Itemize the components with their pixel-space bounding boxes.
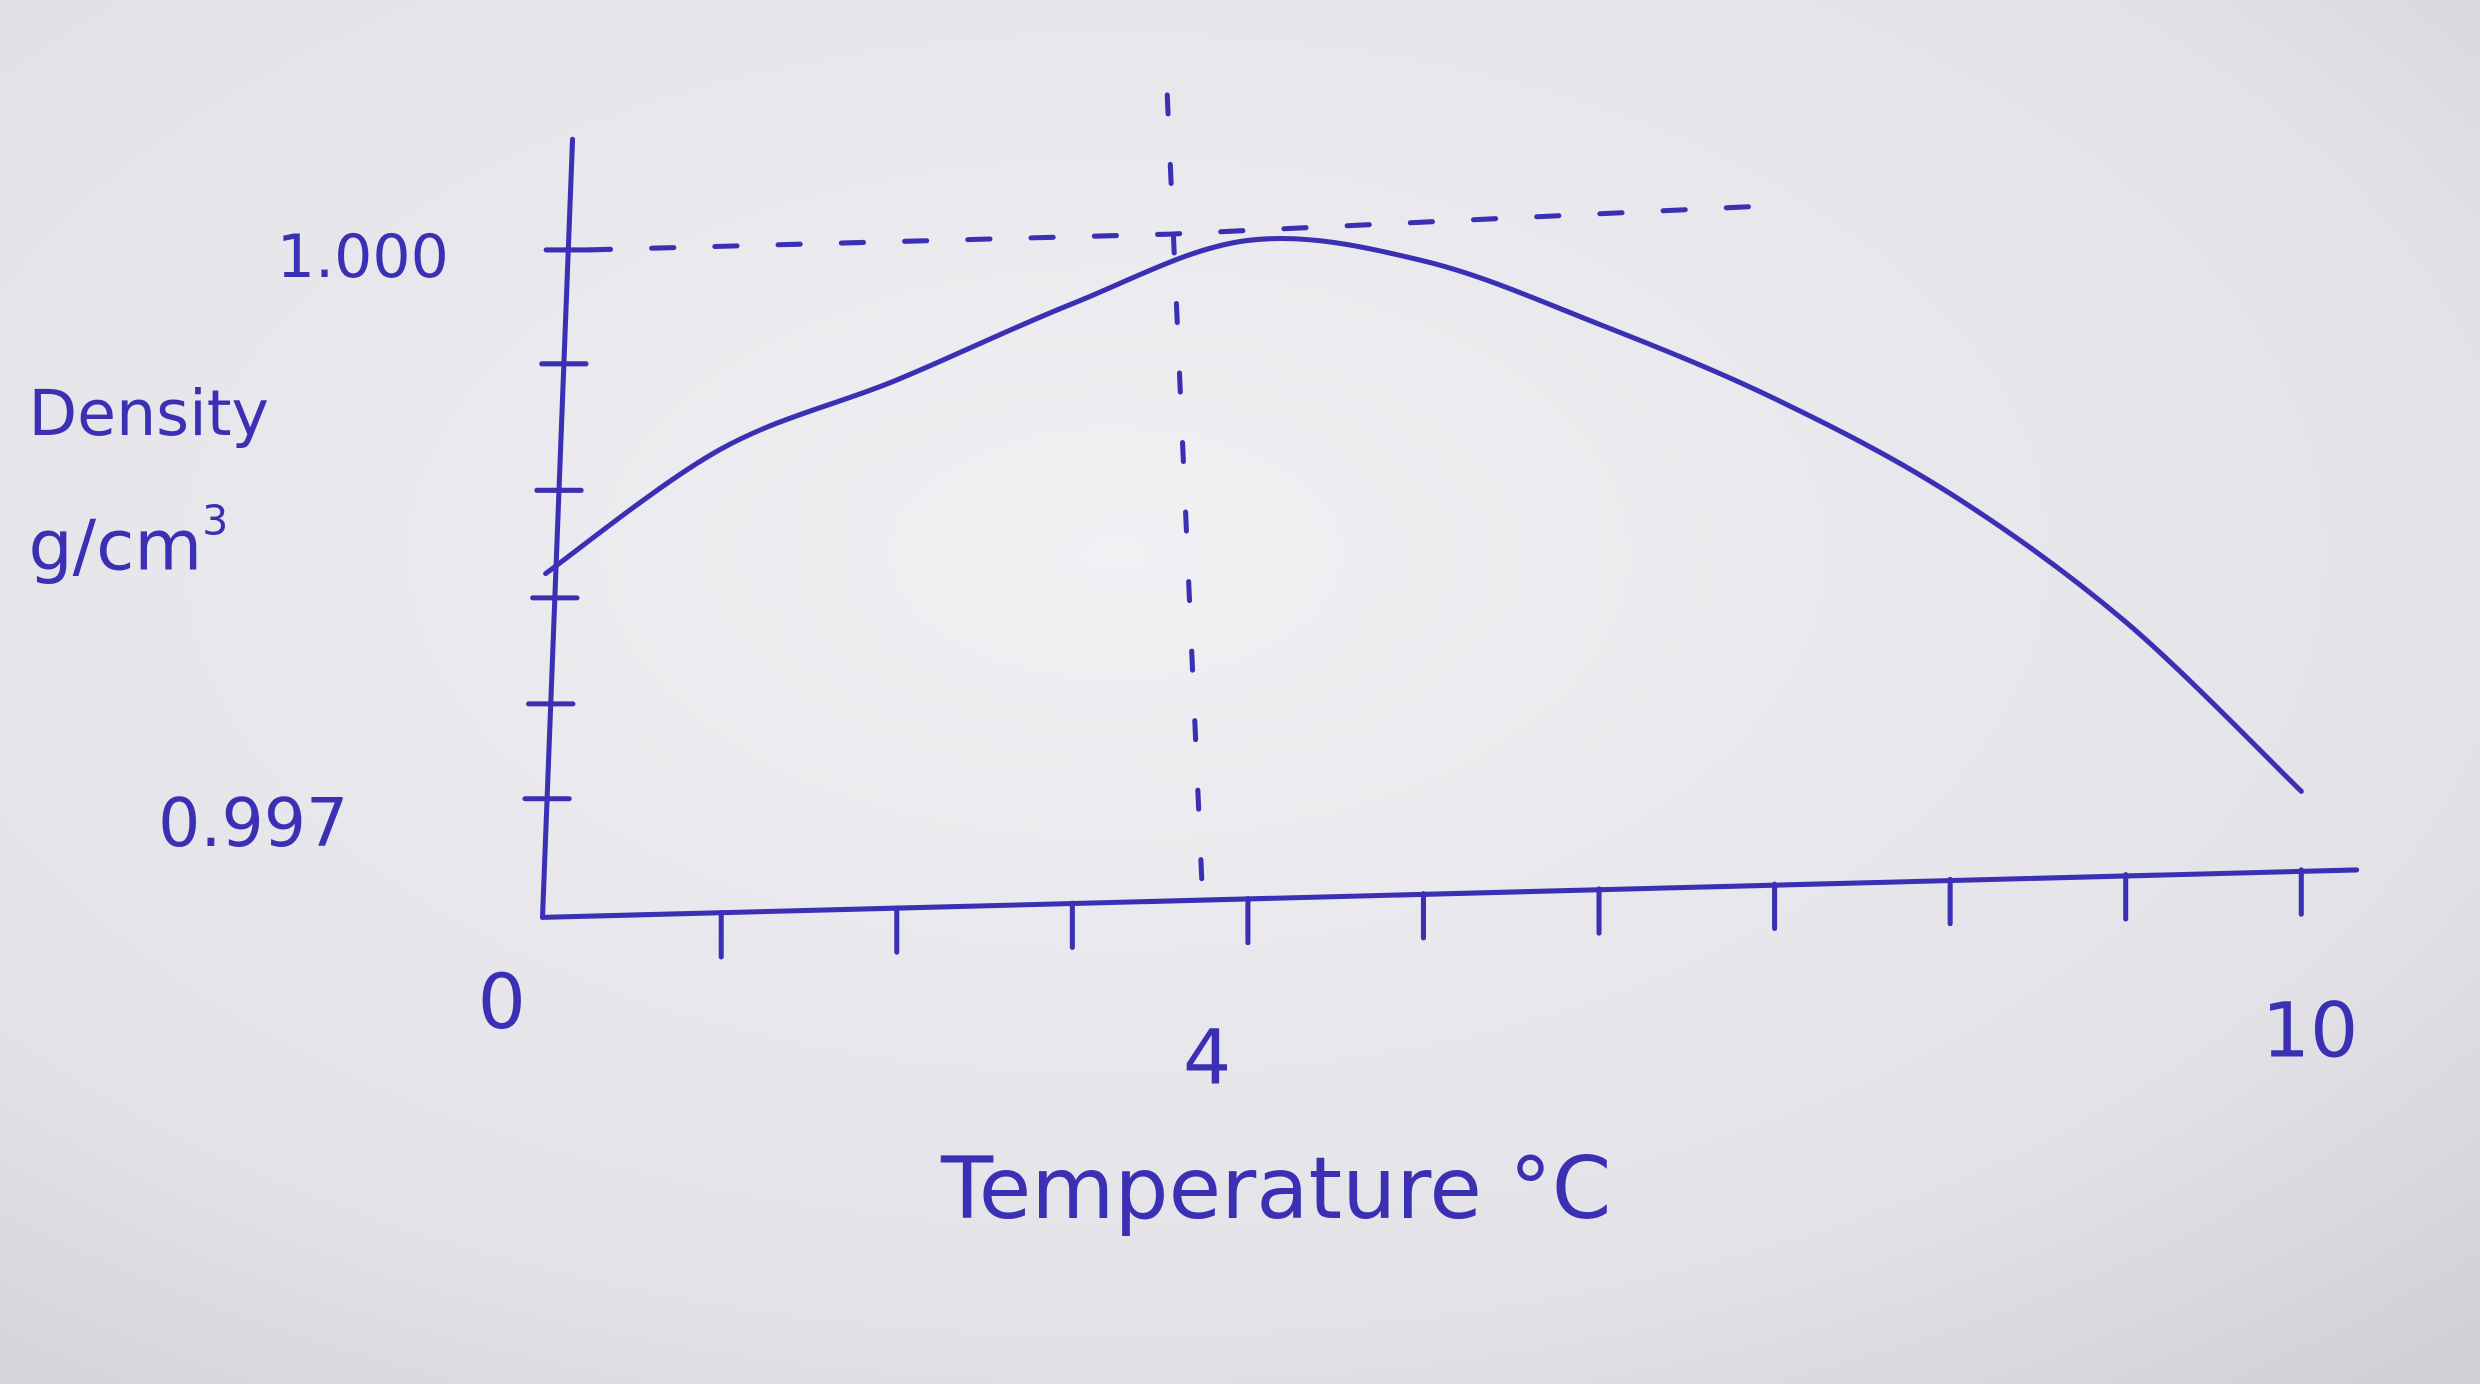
y-tick-label-1000: 1.000 xyxy=(277,222,449,292)
y-axis-label: Density xyxy=(28,376,268,450)
x-tick-label-10: 10 xyxy=(2262,987,2359,1075)
y-axis-line xyxy=(539,136,576,920)
y-axis-unit: g/cm3 xyxy=(28,497,228,587)
x-axis-line xyxy=(539,867,2360,920)
y-tick-label-0997: 0.997 xyxy=(158,784,348,862)
y-axis-unit-base: g/cm xyxy=(28,505,202,586)
x-axis-label: Temperature °C xyxy=(940,1140,1611,1239)
y-axis-unit-exponent: 3 xyxy=(202,497,228,545)
x-tick-label-0: 0 xyxy=(478,958,526,1046)
max-density-dashed-line xyxy=(585,203,1774,253)
density-curve-0 xyxy=(543,235,2304,794)
x-tick-label-4: 4 xyxy=(1183,1013,1231,1101)
